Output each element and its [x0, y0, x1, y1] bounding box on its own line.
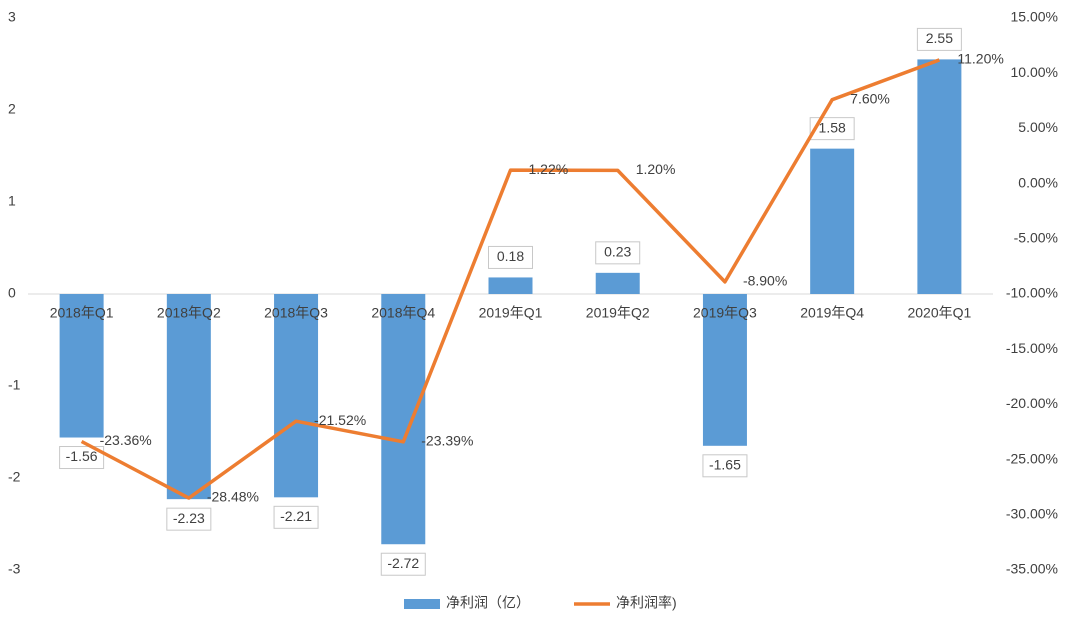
- bar-value-label-box: [59, 446, 105, 470]
- legend-swatch: [404, 599, 440, 609]
- x-tick-label: 2019年Q4: [800, 305, 864, 321]
- x-tick-label: 2018年Q3: [264, 305, 328, 321]
- y2-tick-label: 0.00%: [1018, 174, 1058, 190]
- line: [80, 58, 940, 500]
- x-tick-label: 2018年Q2: [157, 305, 221, 321]
- bar: [381, 294, 426, 545]
- bar-value-label: -1.65: [709, 457, 741, 473]
- bar: [810, 148, 855, 294]
- bar-value-label-box: [166, 507, 212, 531]
- line-value-label: -21.52%: [314, 412, 366, 428]
- x-tick-label: 2018年Q1: [50, 305, 114, 321]
- y2-tick-label: -25.00%: [1006, 450, 1058, 466]
- x-tick-label: 2020年Q1: [907, 305, 971, 321]
- bar-value-label-box: [916, 27, 962, 51]
- line-value-label: -23.39%: [421, 433, 473, 449]
- bar-value-label-box: [702, 454, 748, 478]
- line-value-label: -23.36%: [100, 432, 152, 448]
- bar-value-label-box: [595, 241, 641, 265]
- y-tick-label: -2: [8, 469, 21, 485]
- bar: [702, 294, 747, 446]
- legend-label: 净利润率): [616, 595, 677, 611]
- line-value-label: 1.20%: [636, 161, 676, 177]
- y2-tick-label: -10.00%: [1006, 285, 1058, 301]
- y-tick-label: 3: [8, 9, 16, 25]
- bar-value-label: -2.72: [387, 555, 419, 571]
- y2-tick-label: 10.00%: [1011, 64, 1058, 80]
- x-tick-label: 2019年Q3: [693, 305, 757, 321]
- bar-value-label: 2.55: [926, 30, 953, 46]
- line-value-label: 11.20%: [957, 51, 1003, 67]
- y2-tick-label: -5.00%: [1014, 230, 1058, 246]
- line-value-label: -28.48%: [207, 489, 259, 505]
- y2-tick-label: -30.00%: [1006, 506, 1058, 522]
- y-tick-label: 2: [8, 101, 16, 117]
- x-tick-label: 2018年Q4: [371, 305, 435, 321]
- legend-label: 净利润（亿）: [446, 595, 530, 611]
- bar-value-label: -2.23: [173, 510, 205, 526]
- bar-value-label-box: [488, 245, 533, 269]
- y-tick-label: 1: [8, 193, 16, 209]
- bar: [917, 59, 962, 295]
- x-tick-label: 2019年Q1: [479, 305, 543, 321]
- bar-value-label: 0.18: [497, 248, 524, 264]
- x-tick-label: 2019年Q2: [586, 305, 650, 321]
- bar-value-label-box: [380, 552, 426, 576]
- y-tick-label: -1: [8, 377, 21, 393]
- bar-value-label: -2.21: [280, 508, 312, 524]
- line-value-label: 1.22%: [529, 161, 569, 177]
- bar: [166, 294, 211, 500]
- bar: [59, 294, 104, 438]
- bar-value-label: -1.56: [66, 448, 98, 464]
- y-tick-label: 0: [8, 285, 16, 301]
- bar: [274, 294, 319, 498]
- bar-value-label: 0.23: [604, 244, 631, 260]
- bar-value-label-box: [809, 117, 855, 141]
- y2-tick-label: -35.00%: [1006, 561, 1058, 577]
- line-value-label: -8.90%: [743, 273, 787, 289]
- bar: [595, 272, 640, 294]
- bar-value-label: 1.58: [819, 119, 846, 135]
- y2-tick-label: 15.00%: [1011, 9, 1058, 25]
- y2-tick-label: 5.00%: [1018, 119, 1058, 135]
- y2-tick-label: -20.00%: [1006, 395, 1058, 411]
- bar: [488, 277, 533, 294]
- y2-tick-label: -15.00%: [1006, 340, 1058, 356]
- line-value-label: 7.60%: [850, 90, 890, 106]
- y-tick-label: -3: [8, 561, 21, 577]
- bar-value-label-box: [273, 505, 319, 529]
